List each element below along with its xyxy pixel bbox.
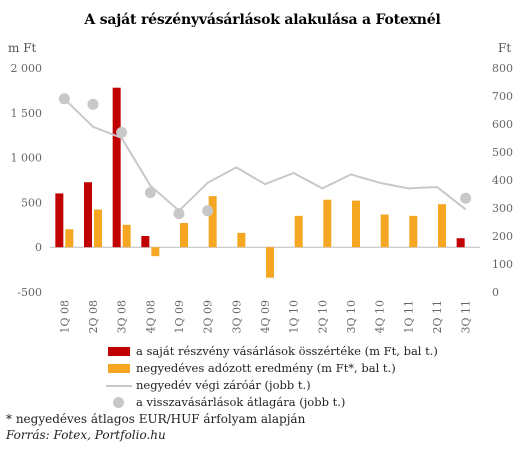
right-axis-tick-label: 100 <box>492 258 513 271</box>
bar-buyback-value <box>84 182 92 248</box>
left-axis-tick-label: 1 500 <box>11 107 43 120</box>
legend-label: a visszavásárlások átlagára (jobb t.) <box>136 395 346 409</box>
point-avg-price <box>173 208 185 220</box>
right-axis-unit: Ft <box>498 41 511 55</box>
x-axis-tick-label: 4Q 09 <box>259 300 272 334</box>
x-axis-tick-label: 2Q 09 <box>202 300 215 334</box>
point-avg-price <box>144 187 156 199</box>
left-axis-tick-label: -500 <box>17 286 42 299</box>
bar-net-income <box>438 204 446 248</box>
x-axis-tick-label: 2Q 11 <box>431 300 444 334</box>
legend: a saját részvény vásárlások összértéke (… <box>100 343 438 411</box>
x-axis-tick-label: 2Q 08 <box>87 300 100 334</box>
point-avg-price <box>87 98 99 110</box>
point-avg-price <box>116 126 128 138</box>
legend-item-buyback-value: a saját részvény vásárlások összértéke (… <box>100 343 438 360</box>
right-axis-tick-label: 600 <box>492 118 513 131</box>
x-axis-tick-label: 3Q 09 <box>230 300 243 334</box>
legend-item-closing-price: negyedév végi záróár (jobb t.) <box>100 377 438 394</box>
bar-net-income <box>266 247 274 278</box>
legend-label: negyedév végi záróár (jobb t.) <box>136 378 311 392</box>
right-axis-tick-label: 200 <box>492 230 513 243</box>
legend-label: negyedéves adózott eredmény (m Ft*, bal … <box>136 361 396 375</box>
bar-net-income <box>352 200 360 248</box>
legend-swatch-red-bar <box>108 347 130 356</box>
right-axis-tick-label: 0 <box>492 286 499 299</box>
x-axis-tick-label: 2Q 10 <box>316 300 329 334</box>
legend-swatch-orange-bar <box>108 364 130 373</box>
right-axis-tick-label: 400 <box>492 174 513 187</box>
x-axis-tick-label: 1Q 08 <box>58 300 71 334</box>
x-axis-tick-label: 3Q 08 <box>116 300 129 334</box>
point-avg-price <box>460 192 472 204</box>
bar-buyback-value <box>55 193 64 248</box>
legend-swatch-gray-line <box>106 385 132 387</box>
left-axis-tick-label: 500 <box>21 196 42 209</box>
bar-buyback-value <box>112 87 121 248</box>
bar-net-income <box>94 209 102 248</box>
bar-net-income <box>294 215 303 248</box>
bar-buyback-value <box>456 238 465 248</box>
line-closing-price <box>63 98 467 213</box>
right-axis-tick-label: 800 <box>492 62 513 75</box>
legend-item-net-income: negyedéves adózott eredmény (m Ft*, bal … <box>100 360 438 377</box>
right-axis-tick-label: 300 <box>492 202 513 215</box>
left-axis-tick-label: 0 <box>35 241 42 254</box>
x-axis-tick-label: 1Q 10 <box>288 300 301 334</box>
bar-net-income <box>151 247 160 257</box>
x-axis-tick-label: 3Q 10 <box>345 300 358 334</box>
source-line: Forrás: Fotex, Portfolio.hu <box>6 428 166 442</box>
chart-title: A saját részényvásárlások alakulása a Fo… <box>84 12 441 28</box>
x-axis-tick-label: 1Q 11 <box>402 300 415 334</box>
legend-item-avg-price: a visszavásárlások átlagára (jobb t.) <box>100 394 438 411</box>
legend-swatch-gray-dot <box>113 397 124 408</box>
bar-net-income <box>122 224 131 248</box>
bar-net-income <box>323 199 332 248</box>
bar-net-income <box>409 215 418 248</box>
bar-buyback-value <box>141 236 150 248</box>
point-avg-price <box>58 93 70 105</box>
footnote: * negyedéves átlagos EUR/HUF árfolyam al… <box>6 412 306 426</box>
bar-net-income <box>208 196 217 248</box>
right-axis-tick-label: 700 <box>492 90 513 103</box>
x-axis-tick-label: 3Q 11 <box>460 300 473 334</box>
legend-label: a saját részvény vásárlások összértéke (… <box>136 344 438 358</box>
right-axis-tick-label: 500 <box>492 146 513 159</box>
point-avg-price <box>202 205 214 217</box>
left-axis-unit: m Ft <box>8 41 37 55</box>
bar-net-income <box>380 214 389 248</box>
left-axis-tick-label: 2 000 <box>11 62 43 75</box>
bar-net-income <box>237 232 246 248</box>
x-axis-tick-label: 1Q 09 <box>173 300 186 334</box>
x-axis-tick-label: 4Q 08 <box>144 300 157 334</box>
bar-net-income <box>65 229 74 248</box>
bar-net-income <box>180 223 188 248</box>
left-axis-tick-label: 1 000 <box>11 152 43 165</box>
x-axis-tick-label: 4Q 10 <box>374 300 387 334</box>
